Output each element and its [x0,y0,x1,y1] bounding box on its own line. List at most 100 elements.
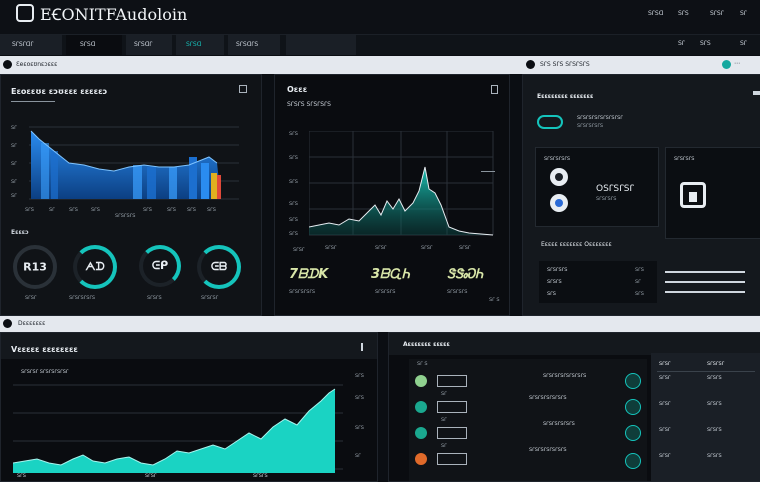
x-axis-label: ꓢꓩꓢꓩꓢ [253,473,268,479]
activity-text: ꓢꓩꓢꓩꓢꓩꓢꓩꓢꓩꓢꓩꓢ [529,395,567,401]
tab[interactable]: ꓢꓩꓢꓩꓷꓩ [0,35,62,55]
info-line: ꓢꓩꓢꓩꓢꓩꓢꓩꓢꓩꓢꓩꓢꓩꓢꓩ [577,115,623,121]
row-input-box[interactable] [437,375,467,387]
ring-caption: ꓢꓩꓢꓩꓢ [147,295,162,301]
x-axis-label: ꓢꓩꓢꓩ [421,245,433,251]
header-link[interactable]: ꓢꓩꓢꓷ [648,10,664,17]
stat-value: 3ᗷᏩᏂ [371,267,410,282]
table-row: ꓢꓩꓢꓩꓢꓩꓢ [547,267,568,273]
chart-legend: ꓢꓩꓢꓩꓢꓩ ꓢꓩꓢꓩꓢꓩꓢꓩꓢꓩ [21,369,69,375]
metric-ring: ᕮᑭ [139,245,181,287]
header-link[interactable]: ꓢꓩ [740,10,747,17]
panel-title: Eɛɛɛɛɛɛɛɛ ɛɛɛɛɛɛɛ [537,93,594,100]
info-box: ꓢꓩꓢꓩꓢꓩꓢꓩꓢ Oꓢꓩꓢꓩꓢꓩ ꓢꓩꓢꓩꓢꓩꓢ [535,147,659,227]
chart-marker [481,171,495,172]
stat-caption: ꓢꓩꓢꓩꓢꓩꓢꓩꓢ [289,289,316,295]
side-header: ꓢꓩꓢꓩꓢꓩ [707,361,725,367]
info-box: ꓢꓩꓢꓩꓢꓩꓢ [665,147,760,239]
title-underline [11,101,55,102]
box-text: Oꓢꓩꓢꓩꓢꓩ [596,184,635,194]
tab[interactable]: ꓢꓩꓢꓷꓩ [126,35,172,55]
row-status-icon[interactable] [415,427,427,439]
tab-strip: ꓢꓩꓢꓩꓷꓩ ꓢꓩꓢꓷ ꓢꓩꓢꓷꓩ ꓢꓩꓢꓷ ꓢꓩꓢꓷꓩꓢ ꓢꓩ ꓢꓩꓢ ꓢꓩ [0,35,760,55]
box-title: ꓢꓩꓢꓩꓢꓩꓢꓩꓢ [544,156,571,162]
box-title: ꓢꓩꓢꓩꓢꓩꓢ [674,156,695,162]
y-axis-label: ꓢꓩ [11,125,17,131]
ring-caption: ꓢꓩꓢꓩꓢꓩ [201,295,219,301]
section-band [0,56,760,74]
progress-line [665,281,745,283]
activity-label: ꓢꓩ [441,443,447,449]
panel-menu-icon[interactable] [753,91,760,95]
tab[interactable] [286,35,356,55]
x-axis-label: ꓢꓩꓢ [167,207,176,213]
chart-sub-label: ꓢꓩꓢꓩꓢꓩꓢ [115,213,136,219]
activity-text: ꓢꓩꓢꓩꓢꓩꓢꓩꓢꓩꓢꓩꓢꓩꓢ [543,373,587,379]
tab-active[interactable]: ꓢꓩꓢꓷ [66,35,122,55]
home-icon-door [689,192,697,202]
stat-caption: ꓢꓩꓢꓩꓢꓩꓢ [447,289,468,295]
x-axis-label: ꓢꓩꓢꓩ [293,247,305,253]
y-axis-label: ꓢꓩꓢ [289,131,298,137]
section-label: Dɛɛɛɛɛɛɛ [18,320,46,327]
metrics-label: Eɛɛɛɔ [11,229,29,236]
side-row: ꓢꓩꓢꓩꓢ [707,401,722,407]
table-row-value: ꓢꓩꓢ [635,291,644,297]
activity-label: ꓢꓩ ꓢ [417,361,428,367]
header-link[interactable]: ꓢꓩꓢꓩ [710,10,724,17]
panel-menu-icon[interactable] [239,85,247,93]
circle-icon[interactable] [3,60,12,69]
metric-ring: R13 [13,245,57,289]
y-axis-label: ꓢꓩꓢ [289,217,298,223]
tab-right[interactable]: ꓢꓩꓢ [700,40,711,47]
panel-trend-chart: Vɛɛɛɛɛ ɛɛɛɛɛɛɛɛ ꓢꓩꓢꓩꓢꓩ ꓢꓩꓢꓩꓢꓩꓢꓩꓢꓩ ꓢꓩꓢ ꓢꓩ… [0,332,378,482]
panel-title: Oɛɛɛ [287,85,308,94]
table-row-value: ꓢꓩ [635,279,641,285]
circle-icon[interactable] [526,60,535,69]
x-axis-label: ꓢꓩ [49,207,55,213]
teal-area-chart [13,384,343,473]
tab-right[interactable]: ꓢꓩ [740,40,747,47]
side-table: ꓢꓩꓢꓩ ꓢꓩꓢꓩꓢꓩ ꓢꓩꓢꓩ ꓢꓩꓢꓩꓢ ꓢꓩꓢꓩ ꓢꓩꓢꓩꓢ ꓢꓩꓢꓩ ꓢ… [651,353,760,481]
section-band [0,316,760,332]
side-row: ꓢꓩꓢꓩ [659,401,671,407]
y-axis-label: ꓢꓩ [11,193,17,199]
activity-label: ꓢꓩ [441,391,447,397]
progress-line [665,271,745,273]
x-axis-label: ꓢꓩꓢ [143,207,152,213]
info-line: ꓢꓩꓢꓩꓢꓩꓢꓩꓢ [577,123,604,129]
band-icon[interactable]: ⋯ [734,60,740,67]
side-row: ꓢꓩꓢꓩ [659,375,671,381]
metric-ring: ᕮᗷ [197,245,241,289]
row-input-box[interactable] [437,427,467,439]
y-axis-label: ꓢꓩꓢ [289,155,298,161]
row-input-box[interactable] [437,401,467,413]
row-input-box[interactable] [437,453,467,465]
header-link[interactable]: ꓢꓩꓢ [678,10,689,17]
panel-title: Aɛɛɛɛɛɛɛ ɛɛɛɛɛ [403,341,450,348]
x-axis-label: ꓢꓩꓢꓩ [375,245,387,251]
row-status-icon[interactable] [415,401,427,413]
row-action-icon[interactable] [625,453,641,469]
tab-right[interactable]: ꓢꓩ [678,40,685,47]
tab[interactable]: ꓢꓩꓢꓷꓩꓢ [228,35,280,55]
activity-text: ꓢꓩꓢꓩꓢꓩꓢꓩꓢꓩꓢꓩꓢ [529,447,567,453]
table-row: ꓢꓩꓢꓩꓢ [547,279,562,285]
row-action-icon[interactable] [625,373,641,389]
panel-overview: Eɛɛɛɛɛɛɛɛ ɛɛɛɛɛɛɛ ꓢꓩꓢꓩꓢꓩꓢꓩꓢꓩꓢꓩꓢꓩꓢꓩ ꓢꓩꓢꓩꓢ… [522,74,760,316]
side-row: ꓢꓩꓢꓩꓢ [707,427,722,433]
row-status-icon[interactable] [415,453,427,465]
tab[interactable]: ꓢꓩꓢꓷ [176,35,224,55]
app-title: EꞒONITFAudoloin [40,5,188,24]
panel-header-bar [1,333,377,359]
panel-menu-icon[interactable] [491,85,498,94]
x-axis-label: ꓢꓩꓢ [187,207,196,213]
circle-icon[interactable] [3,319,12,328]
panel-menu-icon[interactable] [361,343,363,351]
row-status-icon[interactable] [415,375,427,387]
row-action-icon[interactable] [625,399,641,415]
panel-title: Eɛoɛɛʊɛ ɛɔʊɛɛɛ ɛɛɛɛɛɔ [11,87,108,96]
panel-subtitle: ꓢꓩꓢꓩꓢ ꓢꓩꓢꓩꓢꓩꓢ [287,101,331,108]
logo-icon[interactable] [16,4,34,22]
row-action-icon[interactable] [625,425,641,441]
